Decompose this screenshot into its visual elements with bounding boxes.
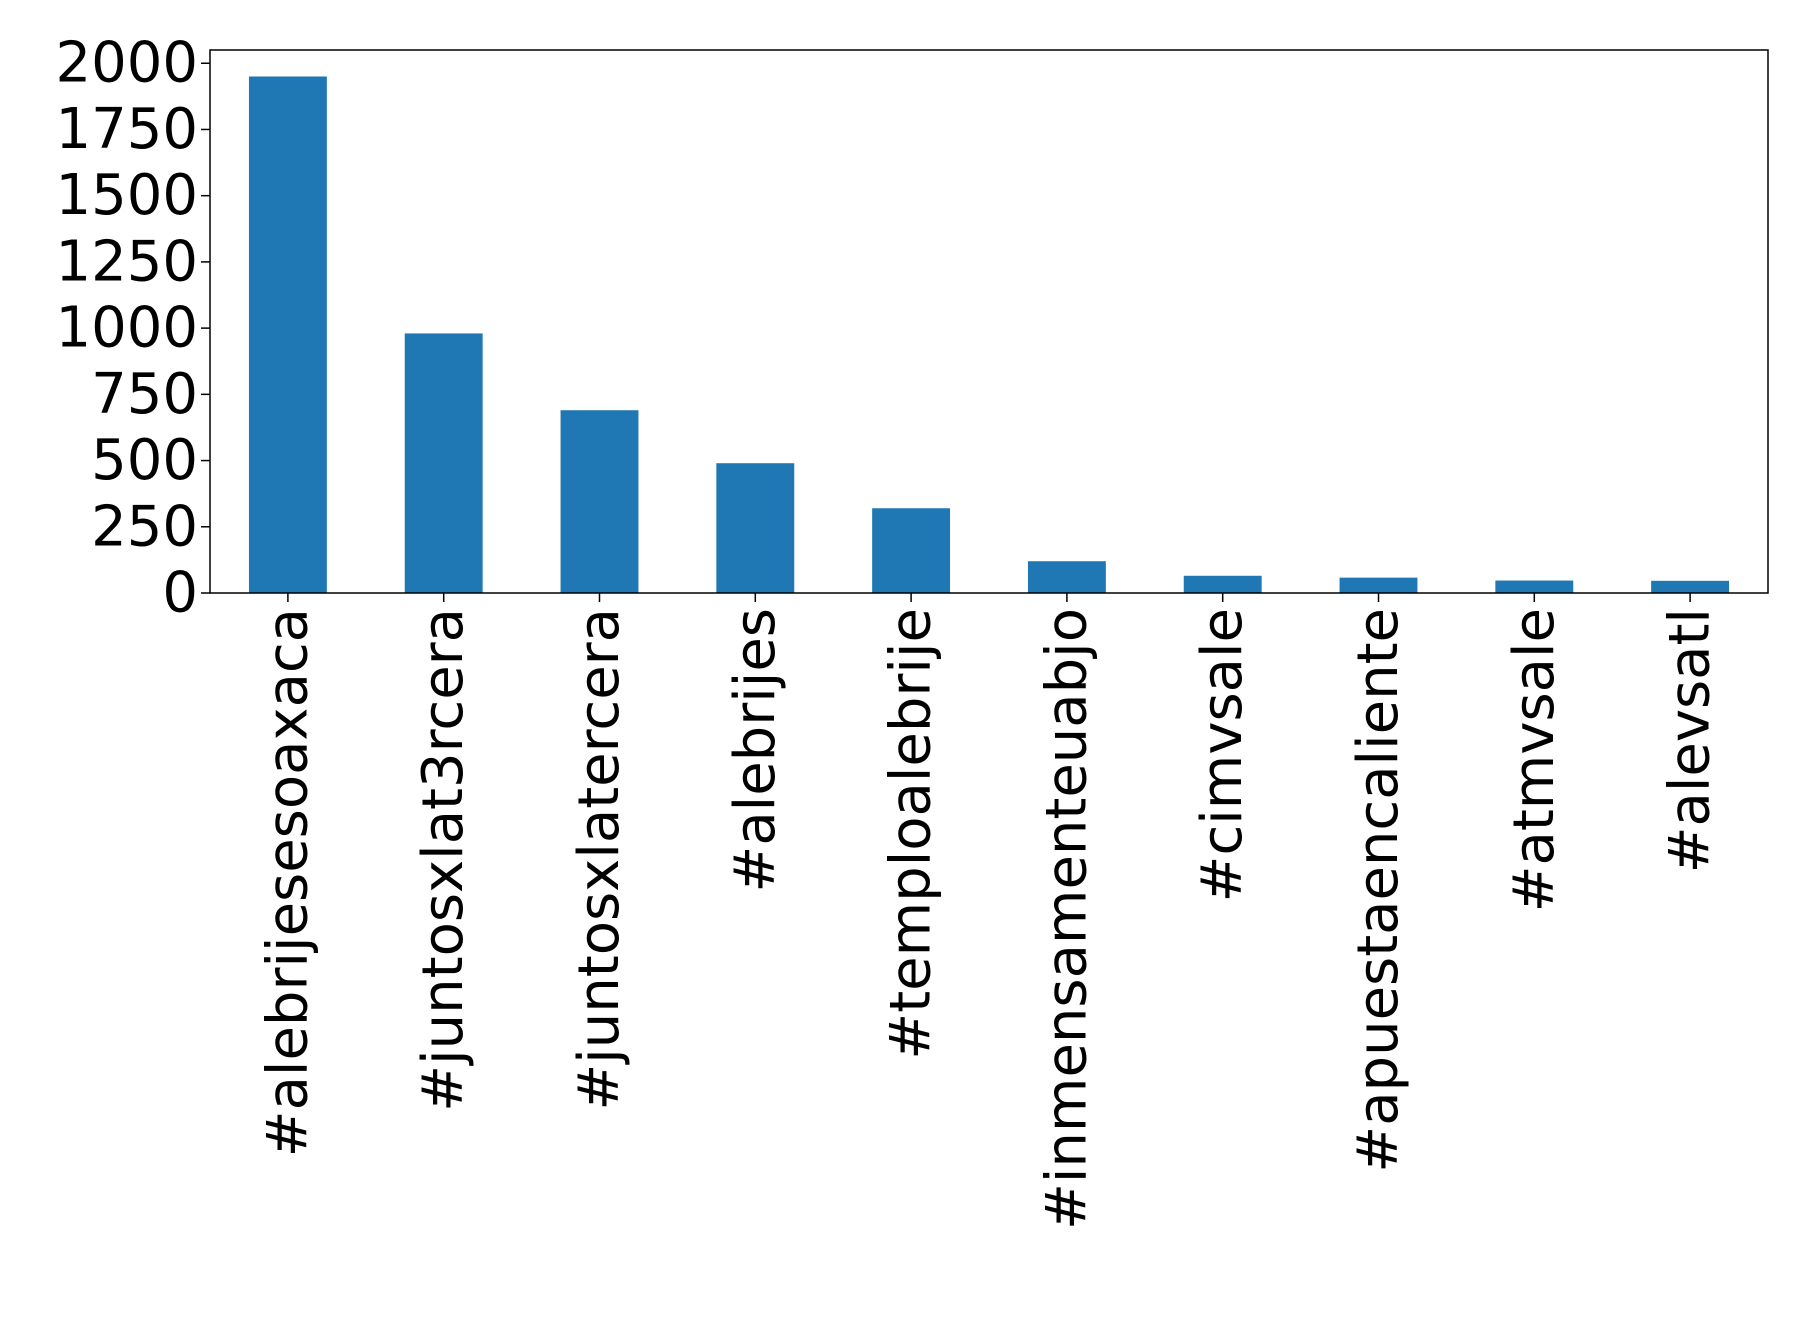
y-tick-label: 2000 [55, 31, 198, 96]
bar [1651, 580, 1730, 593]
x-axis: #alebrijesesoaxaca #juntosxlat3rcera #junt… [255, 593, 1723, 1230]
y-tick-label: 0 [162, 561, 198, 626]
x-tick-label: #juntosxlat3rcera [411, 608, 476, 1112]
bar [1183, 575, 1262, 593]
y-tick-label: 250 [91, 494, 198, 559]
bar [1495, 580, 1574, 593]
plot-frame [209, 49, 1769, 594]
y-tick-label: 500 [91, 428, 198, 493]
y-tick-label: 1000 [55, 296, 198, 361]
x-tick-label: #juntosxlatercera [567, 608, 632, 1111]
y-tick-label: 1500 [55, 163, 198, 228]
y-tick-label: 750 [91, 362, 198, 427]
bar [1027, 561, 1106, 593]
x-tick-label: #alebrijes [723, 608, 788, 893]
x-tick-label: #temploalebrije [879, 608, 944, 1060]
bar [716, 463, 795, 593]
bar [560, 410, 639, 593]
x-tick-label: #cimvsale [1190, 608, 1255, 902]
y-tick-label: 1250 [55, 229, 198, 294]
bar [1339, 577, 1418, 593]
x-tick-label: #inmensamenteuabjo [1034, 608, 1099, 1230]
x-tick-label: #apuestaencaliente [1346, 608, 1411, 1173]
bar [404, 333, 483, 593]
bar [248, 76, 327, 594]
x-tick-label: #alebrijesesoaxaca [255, 608, 320, 1157]
bars-layer [248, 76, 1730, 594]
y-tick-label: 1750 [55, 97, 198, 162]
bar [872, 508, 951, 593]
x-tick-label: #alevsatl [1658, 608, 1723, 873]
x-tick-label: #atmvsale [1502, 608, 1567, 912]
